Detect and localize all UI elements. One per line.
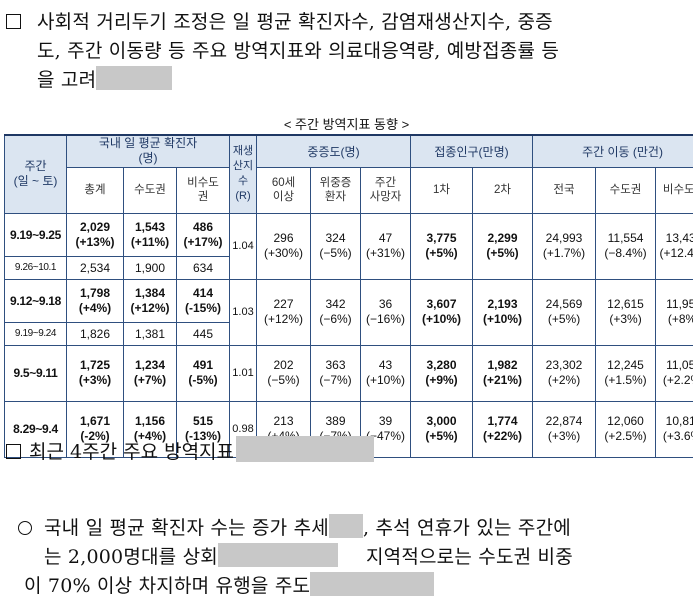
bullet-line-3: 이 70% 이상 차지하며 유행을 주도 [18, 572, 688, 601]
header-noncapital: 비수도 권 [176, 166, 230, 214]
header-cases: 국내 일 평균 확진자 (명) [66, 134, 230, 168]
intro-paragraph: 사회적 거리두기 조정은 일 평균 확진자수, 감염재생산지수, 중증 도, 주… [6, 8, 686, 95]
header-critical: 위중증 환자 [310, 166, 361, 214]
square-bullet-icon [6, 444, 21, 459]
header-deaths: 주간 사망자 [360, 166, 411, 214]
redaction-block [328, 514, 363, 538]
header-dose1: 1차 [410, 166, 473, 214]
header-total: 총계 [66, 166, 124, 214]
redaction-block [217, 543, 338, 567]
table-subrow: 9.19~9.24 1,826 1,381 445 [4, 321, 693, 346]
header-severe: 중증도(명) [256, 134, 411, 168]
indicator-table: 주간 (일 ~ 토) 국내 일 평균 확진자 (명) 재생 산지 수 (R) 중증도(명)… [4, 134, 693, 458]
intro-line-3: 을 고려 [6, 66, 686, 95]
bullet-line-1: 국내 일 평균 확진자 수는 증가 추세, 추석 연휴가 있는 주간에 [18, 514, 688, 543]
circle-bullet-icon [18, 521, 32, 535]
redaction-block [310, 572, 435, 596]
header-mob-all: 전국 [532, 166, 597, 214]
table-caption: < 주간 방역지표 동향 > [283, 117, 410, 132]
header-vaccination: 접종인구(만명) [409, 134, 534, 168]
header-over60: 60세 이상 [256, 166, 311, 214]
intro-line-2: 도, 주간 이동량 등 주요 방역지표와 의료대응역량, 예방접종률 등 [37, 40, 560, 62]
redaction-block [96, 66, 173, 90]
header-dose2: 2차 [471, 166, 534, 214]
table-row: 9.5~9.11 1,725 (+3%) 1,234 (+7%) 491 (-5%) … [4, 344, 693, 402]
table-row: 9.12~9.18 1,798 (+4%) 1,384 (+12%) 414 (-15… [4, 278, 693, 346]
header-mob-capital: 수도권 [595, 166, 657, 214]
table-row: 9.19~9.25 2,029 (+13%) 1,543 (+11%) 486 (+1… [4, 212, 693, 280]
bullet-paragraph: 국내 일 평균 확진자 수는 증가 추세, 추석 연휴가 있는 주간에 는 2,… [18, 514, 688, 601]
bullet-line-2: 는 2,000명대를 상회 지역적으로는 수도권 비중 [18, 543, 688, 572]
header-capital: 수도권 [123, 166, 177, 214]
redaction-block [236, 436, 375, 462]
intro-line-1: 사회적 거리두기 조정은 일 평균 확진자수, 감염재생산지수, 중증 [6, 8, 686, 37]
section-heading: 최근 4주간 주요 방역지표 [6, 436, 375, 464]
header-week: 주간 (일 ~ 토) [4, 134, 67, 214]
header-r: 재생 산지 수 (R) [229, 134, 257, 214]
header-mobility: 주간 이동 (만건) [532, 134, 693, 168]
square-bullet-icon [6, 14, 21, 29]
